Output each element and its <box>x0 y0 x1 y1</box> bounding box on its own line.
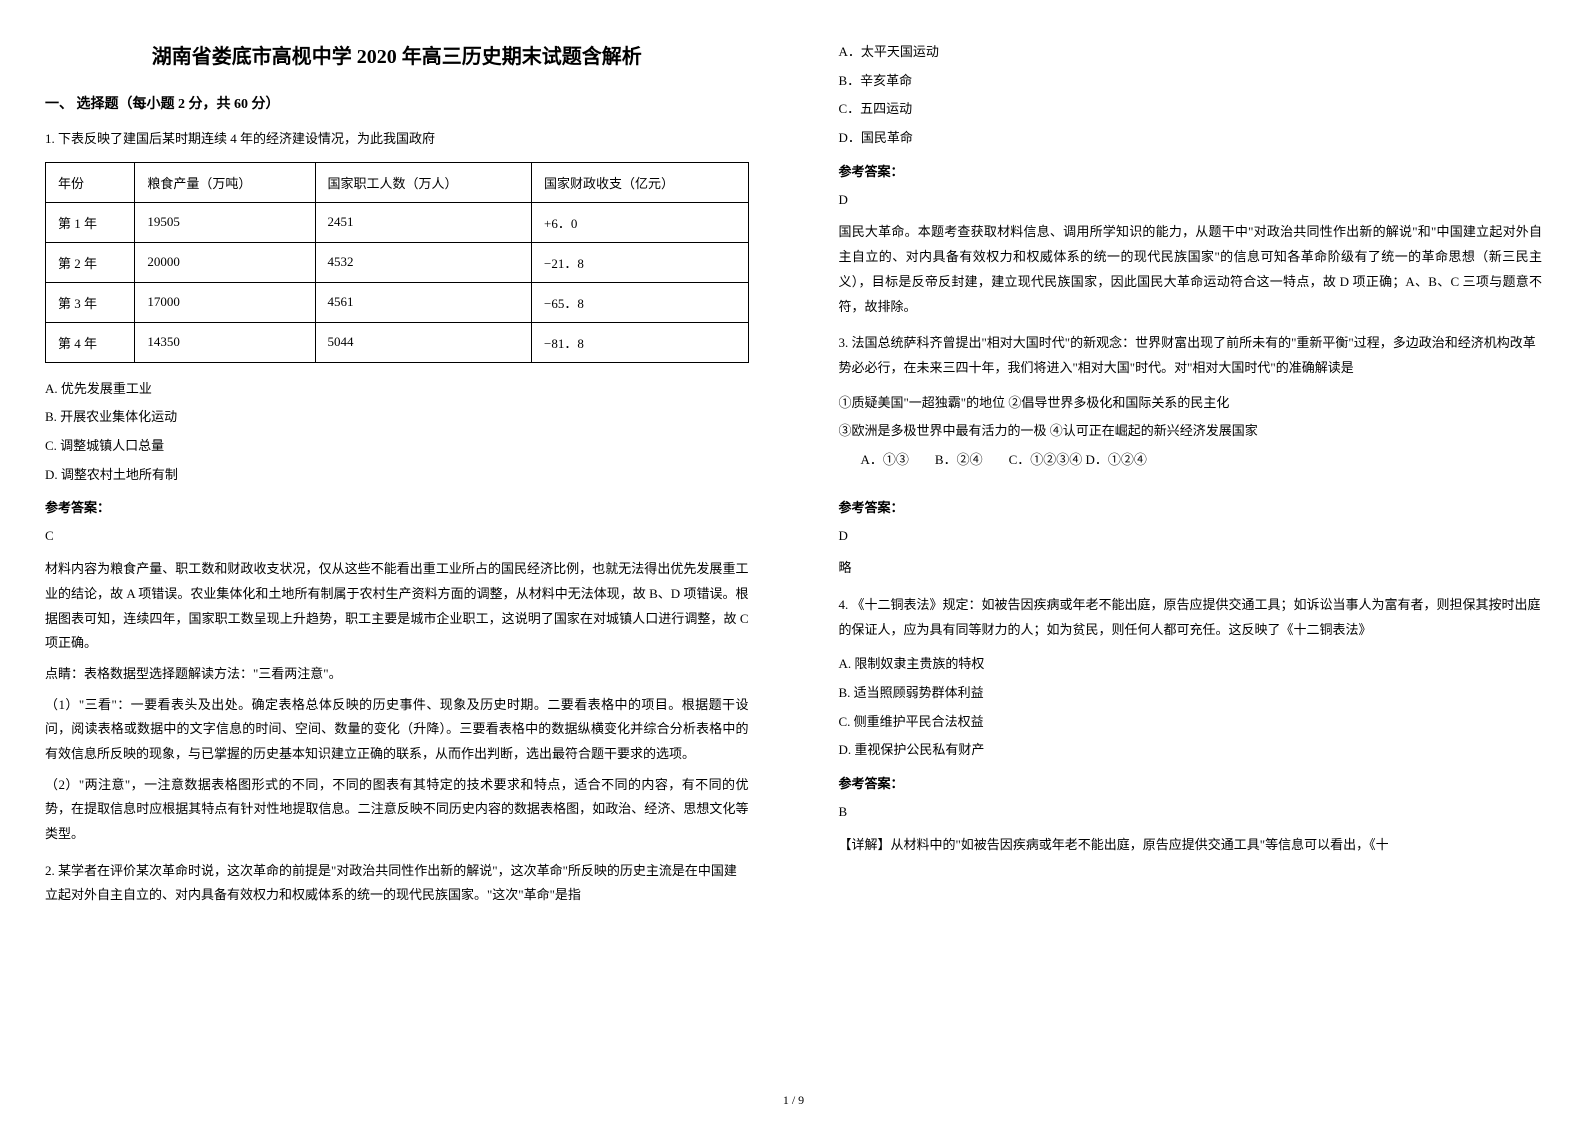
th-workers: 国家职工人数（万人） <box>315 162 531 202</box>
th-grain: 粮食产量（万吨） <box>135 162 315 202</box>
q2-explanation: 国民大革命。本题考查获取材料信息、调用所学知识的能力，从题干中"对政治共同性作出… <box>839 220 1543 319</box>
td: 14350 <box>135 322 315 362</box>
td: 4532 <box>315 242 531 282</box>
td: 17000 <box>135 282 315 322</box>
q4-opt-a: A. 限制奴隶主贵族的特权 <box>839 652 1543 677</box>
table-row: 第 2 年 20000 4532 −21．8 <box>46 242 749 282</box>
td: 4561 <box>315 282 531 322</box>
th-year: 年份 <box>46 162 135 202</box>
right-column: A．太平天国运动 B．辛亥革命 C．五四运动 D．国民革命 参考答案： D 国民… <box>794 0 1587 1122</box>
td: 第 4 年 <box>46 322 135 362</box>
td: −81．8 <box>532 322 748 362</box>
q2-opt-b: B．辛亥革命 <box>839 69 1543 94</box>
td: 20000 <box>135 242 315 282</box>
td: 5044 <box>315 322 531 362</box>
q3-sub1: ①质疑美国"一超独霸"的地位 ②倡导世界多极化和国际关系的民主化 <box>839 391 1543 416</box>
td: −65．8 <box>532 282 748 322</box>
th-revenue: 国家财政收支（亿元） <box>532 162 748 202</box>
left-column: 湖南省娄底市高枧中学 2020 年高三历史期末试题含解析 一、 选择题（每小题 … <box>0 0 794 1122</box>
table-row: 第 1 年 19505 2451 +6．0 <box>46 202 749 242</box>
q3-answer-label: 参考答案： <box>839 497 1543 516</box>
q1-tip: 点睛：表格数据型选择题解读方法："三看两注意"。 <box>45 662 749 687</box>
q1-tip1: （1）"三看"：一要看表头及出处。确定表格总体反映的历史事件、现象及历史时期。二… <box>45 693 749 767</box>
td: 19505 <box>135 202 315 242</box>
table-row: 第 3 年 17000 4561 −65．8 <box>46 282 749 322</box>
q2-answer-label: 参考答案： <box>839 161 1543 180</box>
q4-opt-c: C. 侧重维护平民合法权益 <box>839 710 1543 735</box>
q2-opt-d: D．国民革命 <box>839 126 1543 151</box>
q1-stem: 1. 下表反映了建国后某时期连续 4 年的经济建设情况，为此我国政府 <box>45 127 749 152</box>
q1-opt-b: B. 开展农业集体化运动 <box>45 405 749 430</box>
q1-table: 年份 粮食产量（万吨） 国家职工人数（万人） 国家财政收支（亿元） 第 1 年 … <box>45 162 749 363</box>
q1-explanation: 材料内容为粮食产量、职工数和财政收支状况，仅从这些不能看出重工业所占的国民经济比… <box>45 557 749 656</box>
page-number: 1 / 9 <box>0 1093 1587 1108</box>
q2-opt-a: A．太平天国运动 <box>839 40 1543 65</box>
td: 2451 <box>315 202 531 242</box>
q1-opt-d: D. 调整农村土地所有制 <box>45 463 749 488</box>
q3-explanation: 略 <box>839 556 1543 581</box>
q1-answer-label: 参考答案： <box>45 497 749 516</box>
td: 第 2 年 <box>46 242 135 282</box>
q1-opt-a: A. 优先发展重工业 <box>45 377 749 402</box>
q4-stem: 4. 《十二铜表法》规定：如被告因疾病或年老不能出庭，原告应提供交通工具；如诉讼… <box>839 593 1543 642</box>
td: −21．8 <box>532 242 748 282</box>
q1-tip2: （2）"两注意"，一注意数据表格图形式的不同，不同的图表有其特定的技术要求和特点… <box>45 773 749 847</box>
q1-answer: C <box>45 524 749 549</box>
q4-answer: B <box>839 800 1543 825</box>
q2-opt-c: C．五四运动 <box>839 97 1543 122</box>
table-row: 第 4 年 14350 5044 −81．8 <box>46 322 749 362</box>
table-header-row: 年份 粮食产量（万吨） 国家职工人数（万人） 国家财政收支（亿元） <box>46 162 749 202</box>
q4-opt-b: B. 适当照顾弱势群体利益 <box>839 681 1543 706</box>
q2-answer: D <box>839 188 1543 213</box>
q2-stem: 2. 某学者在评价某次革命时说，这次革命的前提是"对政治共同性作出新的解说"，这… <box>45 859 749 908</box>
td: 第 1 年 <box>46 202 135 242</box>
q3-options: A．①③ B．②④ C．①②③④ D．①②④ <box>839 448 1543 473</box>
section-heading: 一、 选择题（每小题 2 分，共 60 分） <box>45 93 749 113</box>
q3-sub2: ③欧洲是多极世界中最有活力的一极 ④认可正在崛起的新兴经济发展国家 <box>839 419 1543 444</box>
exam-title: 湖南省娄底市高枧中学 2020 年高三历史期末试题含解析 <box>45 40 749 69</box>
q3-answer: D <box>839 524 1543 549</box>
td: +6．0 <box>532 202 748 242</box>
q1-opt-c: C. 调整城镇人口总量 <box>45 434 749 459</box>
td: 第 3 年 <box>46 282 135 322</box>
q4-answer-label: 参考答案： <box>839 773 1543 792</box>
q4-explanation: 【详解】从材料中的"如被告因疾病或年老不能出庭，原告应提供交通工具"等信息可以看… <box>839 833 1543 858</box>
q3-stem: 3. 法国总统萨科齐曾提出"相对大国时代"的新观念：世界财富出现了前所未有的"重… <box>839 331 1543 380</box>
q4-opt-d: D. 重视保护公民私有财产 <box>839 738 1543 763</box>
